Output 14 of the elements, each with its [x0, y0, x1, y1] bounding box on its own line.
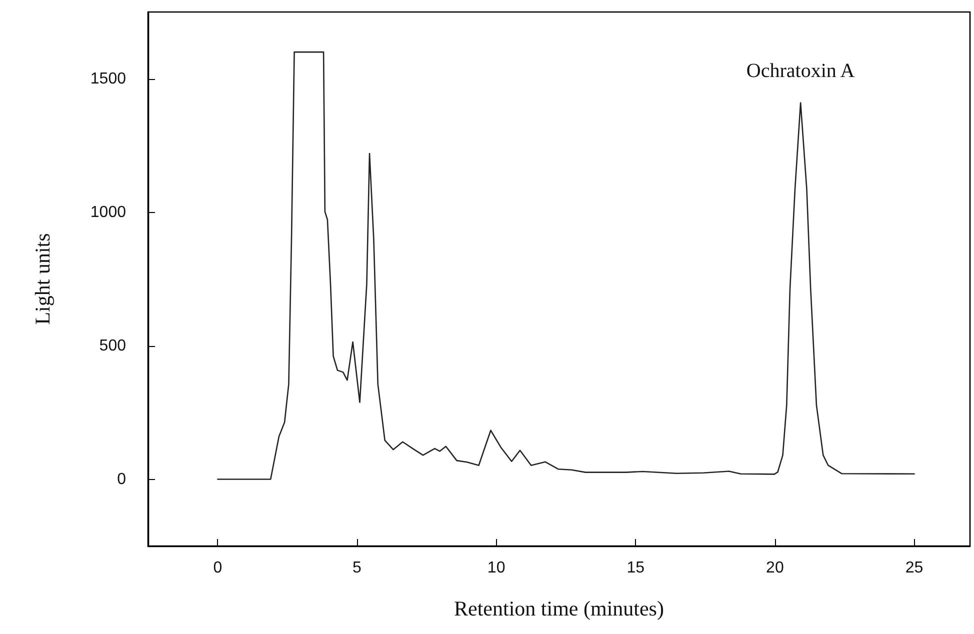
x-tick-label: 10	[487, 560, 506, 576]
y-tick-label: 1500	[90, 70, 126, 88]
line-series	[217, 51, 915, 480]
x-axis-title: Retention time (minutes)	[454, 596, 664, 620]
x-tick-label: 25	[905, 560, 924, 576]
annotation: Ochratoxin A	[746, 60, 856, 82]
y-tick-label: 500	[99, 337, 126, 354]
y-axis-title: Light units	[30, 233, 54, 325]
x-tick-label: 5	[352, 560, 362, 576]
y-tick-label: 0	[117, 470, 126, 488]
x-tick-label: 20	[766, 560, 784, 576]
x-tick-label: 15	[626, 560, 645, 576]
y-tick-label: 1000	[90, 204, 126, 221]
x-tick-label: 0	[213, 560, 222, 576]
